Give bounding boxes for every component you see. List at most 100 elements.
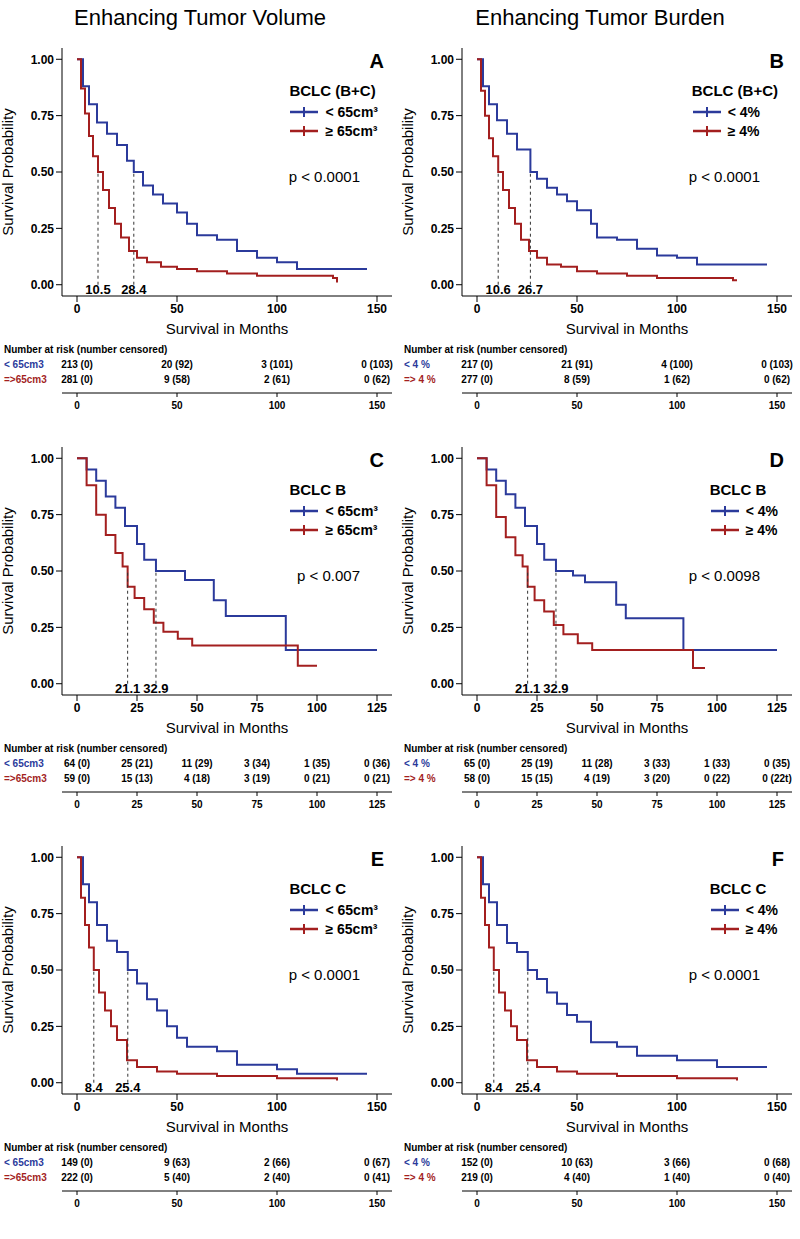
svg-text:100: 100 bbox=[267, 302, 287, 316]
html-text:≥ 4%: ≥ 4% bbox=[745, 521, 778, 538]
svg-text:Survival in Months: Survival in Months bbox=[166, 320, 289, 337]
svg-text:25: 25 bbox=[530, 701, 544, 715]
html-text:≥ 4%: ≥ 4% bbox=[727, 122, 760, 139]
svg-text:1.00: 1.00 bbox=[431, 452, 455, 466]
svg-text:1.00: 1.00 bbox=[31, 851, 55, 865]
svg-text:0.50: 0.50 bbox=[31, 963, 55, 977]
svg-text:1.00: 1.00 bbox=[431, 53, 455, 67]
svg-text:8.4: 8.4 bbox=[485, 1080, 504, 1095]
svg-text:28.4: 28.4 bbox=[121, 282, 147, 297]
svg-text:0.00: 0.00 bbox=[31, 278, 55, 292]
svg-text:25: 25 bbox=[130, 701, 144, 715]
svg-text:0.25: 0.25 bbox=[431, 222, 455, 236]
html-text:≥ 65cm³: ≥ 65cm³ bbox=[325, 521, 378, 538]
svg-text:26.7: 26.7 bbox=[518, 282, 543, 297]
svg-text:100: 100 bbox=[707, 701, 727, 715]
html-text:< 65cm³: < 65cm³ bbox=[325, 103, 378, 120]
svg-text:Survival Probability: Survival Probability bbox=[8, 906, 16, 1034]
html-text:p < 0.0098: p < 0.0098 bbox=[688, 567, 760, 584]
svg-text:0: 0 bbox=[474, 302, 481, 316]
svg-text:50: 50 bbox=[170, 1100, 184, 1114]
svg-text:0: 0 bbox=[474, 701, 481, 715]
html-text:BCLC B: BCLC B bbox=[289, 481, 347, 498]
svg-text:125: 125 bbox=[367, 701, 387, 715]
svg-text:0.25: 0.25 bbox=[31, 222, 55, 236]
svg-text:50: 50 bbox=[190, 701, 204, 715]
svg-text:125: 125 bbox=[767, 701, 787, 715]
html-text:p < 0.0001: p < 0.0001 bbox=[688, 168, 760, 185]
svg-text:100: 100 bbox=[667, 302, 687, 316]
svg-text:100: 100 bbox=[307, 701, 327, 715]
html-text:Enhancing Tumor Volume: Enhancing Tumor Volume bbox=[74, 5, 326, 30]
svg-text:50: 50 bbox=[570, 1100, 584, 1114]
svg-text:0.50: 0.50 bbox=[431, 564, 455, 578]
svg-text:150: 150 bbox=[767, 302, 787, 316]
svg-text:1.00: 1.00 bbox=[431, 851, 455, 865]
svg-text:150: 150 bbox=[367, 1100, 387, 1114]
html-text:p < 0.007: p < 0.007 bbox=[297, 567, 360, 584]
svg-text:0: 0 bbox=[74, 1100, 81, 1114]
svg-text:32.9: 32.9 bbox=[143, 681, 168, 696]
html-text:< 4%: < 4% bbox=[745, 502, 778, 519]
svg-text:0.50: 0.50 bbox=[31, 564, 55, 578]
svg-text:Survival Probability: Survival Probability bbox=[8, 507, 16, 635]
html-text:Enhancing Tumor Burden: Enhancing Tumor Burden bbox=[475, 5, 725, 30]
html-text:< 65cm³: < 65cm³ bbox=[325, 502, 378, 519]
svg-text:Survival Probability: Survival Probability bbox=[8, 108, 16, 236]
html-text:< 4%: < 4% bbox=[727, 103, 761, 120]
svg-text:100: 100 bbox=[267, 1100, 287, 1114]
svg-text:1.00: 1.00 bbox=[31, 452, 55, 466]
svg-text:0.75: 0.75 bbox=[31, 907, 55, 921]
svg-text:0.25: 0.25 bbox=[31, 621, 55, 635]
svg-text:0.75: 0.75 bbox=[431, 109, 455, 123]
svg-text:0.00: 0.00 bbox=[31, 1076, 55, 1090]
svg-text:75: 75 bbox=[650, 701, 664, 715]
svg-text:0: 0 bbox=[474, 1100, 481, 1114]
svg-text:150: 150 bbox=[767, 1100, 787, 1114]
svg-text:0.75: 0.75 bbox=[31, 508, 55, 522]
svg-text:150: 150 bbox=[367, 302, 387, 316]
svg-text:100: 100 bbox=[667, 1100, 687, 1114]
html-text:BCLC (B+C): BCLC (B+C) bbox=[691, 82, 778, 99]
svg-text:0: 0 bbox=[74, 701, 81, 715]
svg-text:10.6: 10.6 bbox=[486, 282, 511, 297]
svg-text:0.25: 0.25 bbox=[431, 1020, 455, 1034]
svg-text:Survival in Months: Survival in Months bbox=[166, 719, 289, 736]
svg-text:0.25: 0.25 bbox=[431, 621, 455, 635]
svg-text:50: 50 bbox=[170, 302, 184, 316]
html-text:p < 0.0001: p < 0.0001 bbox=[288, 168, 360, 185]
svg-text:10.5: 10.5 bbox=[85, 282, 110, 297]
svg-text:0.00: 0.00 bbox=[31, 677, 55, 691]
svg-text:Survival Probability: Survival Probability bbox=[400, 108, 416, 236]
svg-text:Survival in Months: Survival in Months bbox=[566, 320, 689, 337]
svg-text:32.9: 32.9 bbox=[543, 681, 568, 696]
svg-text:0.75: 0.75 bbox=[431, 508, 455, 522]
svg-text:Survival Probability: Survival Probability bbox=[400, 507, 416, 635]
svg-text:0.00: 0.00 bbox=[431, 1076, 455, 1090]
svg-text:50: 50 bbox=[570, 302, 584, 316]
svg-text:25.4: 25.4 bbox=[515, 1080, 541, 1095]
svg-text:0.25: 0.25 bbox=[31, 1020, 55, 1034]
svg-text:0.50: 0.50 bbox=[31, 165, 55, 179]
html-text:≥ 65cm³: ≥ 65cm³ bbox=[325, 122, 378, 139]
html-text:BCLC B: BCLC B bbox=[709, 481, 767, 498]
svg-text:21.1: 21.1 bbox=[515, 681, 540, 696]
svg-text:Survival in Months: Survival in Months bbox=[566, 719, 689, 736]
svg-text:Survival in Months: Survival in Months bbox=[566, 1118, 689, 1135]
svg-text:8.4: 8.4 bbox=[85, 1080, 104, 1095]
svg-text:50: 50 bbox=[590, 701, 604, 715]
svg-text:0: 0 bbox=[74, 302, 81, 316]
svg-text:21.1: 21.1 bbox=[115, 681, 140, 696]
svg-text:0.00: 0.00 bbox=[431, 278, 455, 292]
svg-text:25.4: 25.4 bbox=[115, 1080, 141, 1095]
svg-text:Survival in Months: Survival in Months bbox=[166, 1118, 289, 1135]
svg-text:1.00: 1.00 bbox=[31, 53, 55, 67]
html-text:BCLC (B+C): BCLC (B+C) bbox=[289, 82, 376, 99]
svg-text:0.75: 0.75 bbox=[431, 907, 455, 921]
svg-text:75: 75 bbox=[250, 701, 264, 715]
svg-text:0.50: 0.50 bbox=[431, 963, 455, 977]
svg-text:Survival Probability: Survival Probability bbox=[400, 906, 416, 1034]
svg-text:0.75: 0.75 bbox=[31, 109, 55, 123]
svg-text:0.50: 0.50 bbox=[431, 165, 455, 179]
svg-text:0.00: 0.00 bbox=[431, 677, 455, 691]
